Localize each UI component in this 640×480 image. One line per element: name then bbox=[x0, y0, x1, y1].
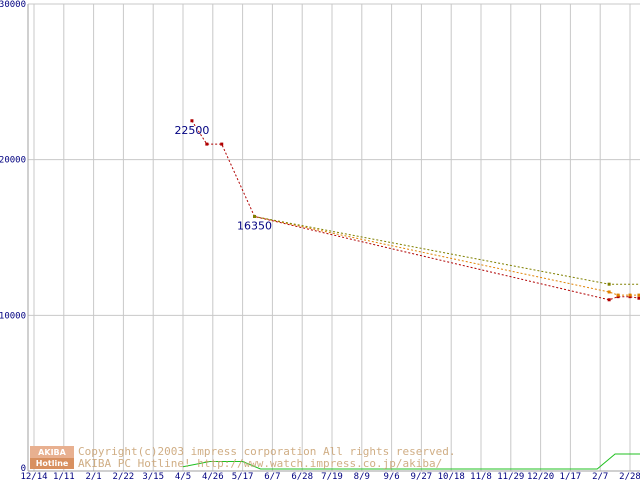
x-tick-label: 4/5 bbox=[175, 472, 191, 480]
x-axis-tick-labels: 12/14 1/11 2/1 2/22 3/15 4/5 4/26 5/17 6/7 6/28 7/… bbox=[20, 472, 640, 480]
series-line-shops bbox=[182, 453, 640, 470]
x-tick-label: 7/19 bbox=[321, 472, 343, 480]
series-line-lowest bbox=[191, 120, 640, 301]
data-point-mid bbox=[616, 293, 620, 297]
data-point-highest bbox=[253, 214, 257, 218]
x-tick-label: 11/8 bbox=[470, 472, 492, 480]
x-tick-label: 2/1 bbox=[85, 472, 101, 480]
x-tick-label: 12/20 bbox=[527, 472, 554, 480]
x-tick-label: 11/29 bbox=[497, 472, 524, 480]
data-point-lowest bbox=[220, 142, 224, 146]
data-point-mid bbox=[628, 293, 632, 297]
watermark: AKIBA Hotline Copyright(c)2003 impress c… bbox=[30, 445, 456, 470]
data-point-mid bbox=[607, 290, 611, 294]
y-axis-tick-labels: 0 10000 20000 30000 bbox=[0, 0, 26, 474]
y-tick-label: 20000 bbox=[0, 156, 26, 166]
x-tick-label: 5/17 bbox=[232, 472, 254, 480]
data-point-lowest bbox=[616, 295, 620, 299]
x-tick-label: 12/14 bbox=[20, 472, 47, 480]
x-tick-label: 9/6 bbox=[383, 472, 399, 480]
data-point-lowest bbox=[205, 142, 209, 146]
x-tick-label: 10/18 bbox=[438, 472, 465, 480]
data-point-lowest bbox=[637, 296, 640, 300]
logo-text-bottom: Hotline bbox=[36, 459, 69, 468]
logo-text-top: AKIBA bbox=[38, 448, 66, 457]
data-annotations: 2250016350108993 bbox=[174, 124, 272, 233]
data-point-lowest bbox=[607, 298, 611, 302]
data-point-mid bbox=[637, 293, 640, 297]
annotation-label: 16350 bbox=[237, 219, 272, 232]
data-point-highest bbox=[607, 282, 611, 286]
copyright-text: Copyright(c)2003 impress corporation All… bbox=[78, 445, 456, 458]
plot-background bbox=[28, 4, 640, 471]
x-tick-label: 1/11 bbox=[53, 472, 75, 480]
x-tick-label: 8/9 bbox=[354, 472, 370, 480]
x-tick-label: 2/28 bbox=[619, 472, 640, 480]
x-tick-label: 4/26 bbox=[202, 472, 224, 480]
logo-box-bottom bbox=[30, 458, 74, 469]
annotation-label: 22500 bbox=[174, 124, 209, 137]
x-tick-label: 6/7 bbox=[264, 472, 280, 480]
y-tick-label: 30000 bbox=[0, 0, 26, 10]
series-lines bbox=[182, 119, 640, 470]
data-point-lowest bbox=[190, 119, 194, 123]
data-point-lowest bbox=[628, 295, 632, 299]
y-tick-label: 10000 bbox=[0, 311, 26, 321]
x-tick-label: 2/22 bbox=[113, 472, 135, 480]
x-tick-label: 9/27 bbox=[411, 472, 433, 480]
x-tick-label: 6/28 bbox=[291, 472, 313, 480]
y-tick-label: 0 bbox=[21, 464, 26, 474]
x-tick-label: 2/7 bbox=[592, 472, 608, 480]
x-tick-label: 1/17 bbox=[560, 472, 582, 480]
x-tick-label: 3/15 bbox=[142, 472, 164, 480]
grid bbox=[27, 3, 640, 472]
website-text: AKIBA PC Hotline! http://www.watch.impre… bbox=[78, 457, 442, 470]
logo-box-top bbox=[30, 446, 74, 458]
